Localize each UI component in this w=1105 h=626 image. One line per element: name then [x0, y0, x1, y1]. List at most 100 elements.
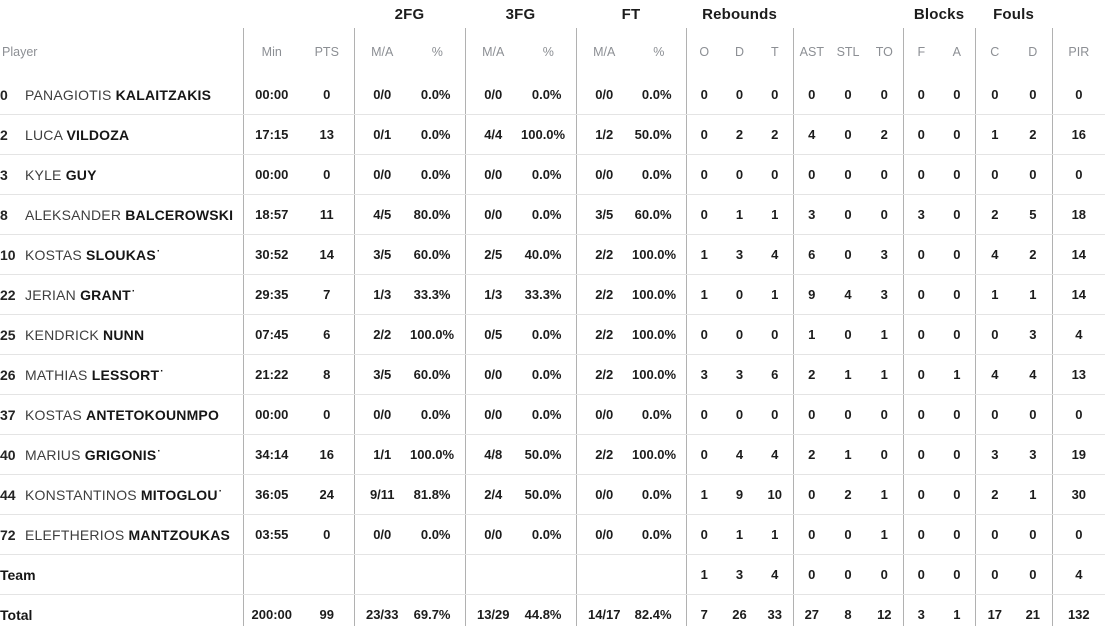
player-row: 3 KYLE GUY 00:00 0 0/0 0.0% 0/0 0.0% 0/0 0.0% 0 0 0 0…	[0, 154, 1105, 195]
cell-pts	[300, 554, 354, 595]
cell-3fg-ma: 0/0	[464, 514, 521, 555]
cell-pts: 14	[300, 234, 354, 275]
col-min: Min	[242, 28, 300, 75]
cell-3fg-pct: 50.0%	[521, 434, 576, 475]
cell-2fg-ma: 0/0	[353, 394, 410, 435]
player-row: 37 KOSTAS ANTETOKOUNMPO 00:00 0 0/0 0.0% 0/0 0.…	[0, 394, 1105, 435]
cell-pir: 0	[1051, 394, 1105, 435]
cell-3fg-pct: 50.0%	[521, 474, 576, 515]
cell-foul-drawn: 0	[1014, 554, 1053, 595]
cell-ft-pct: 0.0%	[632, 394, 687, 435]
cell-ast: 0	[792, 394, 831, 435]
cell-to: 1	[866, 474, 904, 515]
cell-pir: 13	[1051, 354, 1105, 395]
col-player: Player	[2, 44, 38, 59]
cell-2fg-ma: 0/0	[353, 154, 410, 195]
cell-blk-favor: 0	[902, 234, 940, 275]
stat-group-header-row: 2FG 3FG FT Rebounds Blocks Fouls	[0, 0, 1105, 28]
cell-to: 1	[866, 514, 904, 555]
cell-foul-committed: 0	[974, 554, 1015, 595]
player-first-name: PANAGIOTIS	[25, 86, 116, 103]
player-number: 40	[0, 446, 16, 463]
cell-blk-against: 0	[939, 234, 976, 275]
cell-foul-committed: 2	[974, 194, 1015, 235]
cell-2fg-pct: 69.7%	[413, 607, 451, 622]
cell-foul-drawn: 0	[1014, 394, 1053, 435]
player-number: 8	[0, 206, 8, 223]
player-number: 44	[0, 486, 16, 503]
player-number: 26	[0, 366, 16, 383]
cell-foul-committed: 1	[974, 274, 1015, 315]
cell-2fg-ma: 0/1	[353, 114, 410, 155]
cell-stl: 1	[830, 354, 867, 395]
cell-ft-pct	[632, 554, 687, 595]
cell-foul-committed: 2	[974, 474, 1015, 515]
cell-pir: 132	[1051, 594, 1105, 626]
cell-reb-def: 0	[722, 394, 758, 435]
cell-ft-ma: 0/0	[575, 154, 632, 195]
cell-ast: 4	[792, 114, 831, 155]
cell-to: 0	[866, 154, 904, 195]
player-number: 10	[0, 246, 16, 263]
cell-reb-total: 0	[757, 394, 794, 435]
cell-pir: 0	[1051, 514, 1105, 555]
cell-reb-off: 0	[685, 514, 723, 555]
cell-min: 36:05	[242, 474, 300, 515]
cell-stl: 0	[830, 554, 867, 595]
cell-reb-total: 1	[757, 514, 794, 555]
cell-2fg-pct: 60.0%	[410, 234, 465, 275]
cell-ast: 3	[792, 194, 831, 235]
row-label: Team	[0, 566, 36, 583]
cell-2fg-pct: 33.3%	[410, 274, 465, 315]
cell-stl: 0	[830, 114, 867, 155]
cell-3fg-ma: 2/5	[464, 234, 521, 275]
cell-ast: 1	[792, 314, 831, 355]
cell-reb-off: 0	[685, 434, 723, 475]
cell-to: 0	[866, 394, 904, 435]
cell-pir: 4	[1051, 554, 1105, 595]
player-last-name: VILDOZA	[66, 126, 130, 143]
cell-reb-off: 0	[685, 194, 723, 235]
cell-reb-total: 4	[757, 234, 794, 275]
cell-ft-pct: 0.0%	[632, 514, 687, 555]
cell-min: 30:52	[242, 234, 300, 275]
player-last-name: BALCEROWSKI	[125, 206, 234, 223]
cell-3fg-pct: 0.0%	[521, 194, 576, 235]
group-blocks: Blocks	[913, 5, 965, 23]
cell-pir: 16	[1051, 114, 1105, 155]
cell-min: 03:55	[242, 514, 300, 555]
cell-2fg-pct: 100.0%	[410, 314, 465, 355]
cell-2fg-pct: 0.0%	[410, 154, 465, 195]
player-row: 26 MATHIAS LESSORT· 21:22 8 3/5 60.0% 0/0 0.0% 2…	[0, 354, 1105, 395]
cell-min: 200:00	[242, 594, 300, 626]
cell-foul-drawn: 2	[1014, 234, 1053, 275]
cell-pir: 30	[1051, 474, 1105, 515]
cell-ast: 6	[792, 234, 831, 275]
cell-blk-against: 0	[939, 114, 976, 155]
group-fouls: Fouls	[993, 5, 1035, 23]
cell-reb-off: 0	[685, 394, 723, 435]
cell-3fg-ma: 0/0	[464, 354, 521, 395]
cell-2fg-pct: 0.0%	[410, 394, 465, 435]
starter-marker: ·	[218, 485, 223, 497]
col-foul-drawn: D	[1028, 44, 1038, 59]
cell-3fg-pct: 100.0%	[521, 114, 576, 155]
col-reb-def: D	[735, 44, 745, 59]
cell-stl: 1	[830, 434, 867, 475]
cell-reb-def: 26	[732, 607, 747, 622]
player-cell: 25 KENDRICK NUNN	[0, 314, 243, 355]
player-number: 0	[0, 86, 8, 103]
player-cell: 8 ALEKSANDER BALCEROWSKI	[0, 194, 243, 235]
player-row: 22 JERIAN GRANT· 29:35 7 1/3 33.3% 1/3 33.3% 2/2…	[0, 274, 1105, 315]
cell-stl: 0	[830, 75, 867, 115]
cell-foul-committed: 0	[974, 514, 1015, 555]
cell-2fg-ma: 3/5	[353, 354, 410, 395]
cell-foul-drawn: 0	[1014, 514, 1053, 555]
cell-ast: 27	[792, 594, 831, 626]
cell-ast: 0	[792, 514, 831, 555]
player-row: 8 ALEKSANDER BALCEROWSKI 18:57 11 4/5 80.0% 0/…	[0, 194, 1105, 235]
cell-ft-ma: 0/0	[575, 514, 632, 555]
cell-3fg-ma: 0/0	[464, 194, 521, 235]
group-spacer	[0, 0, 354, 28]
cell-foul-drawn: 0	[1014, 154, 1053, 195]
